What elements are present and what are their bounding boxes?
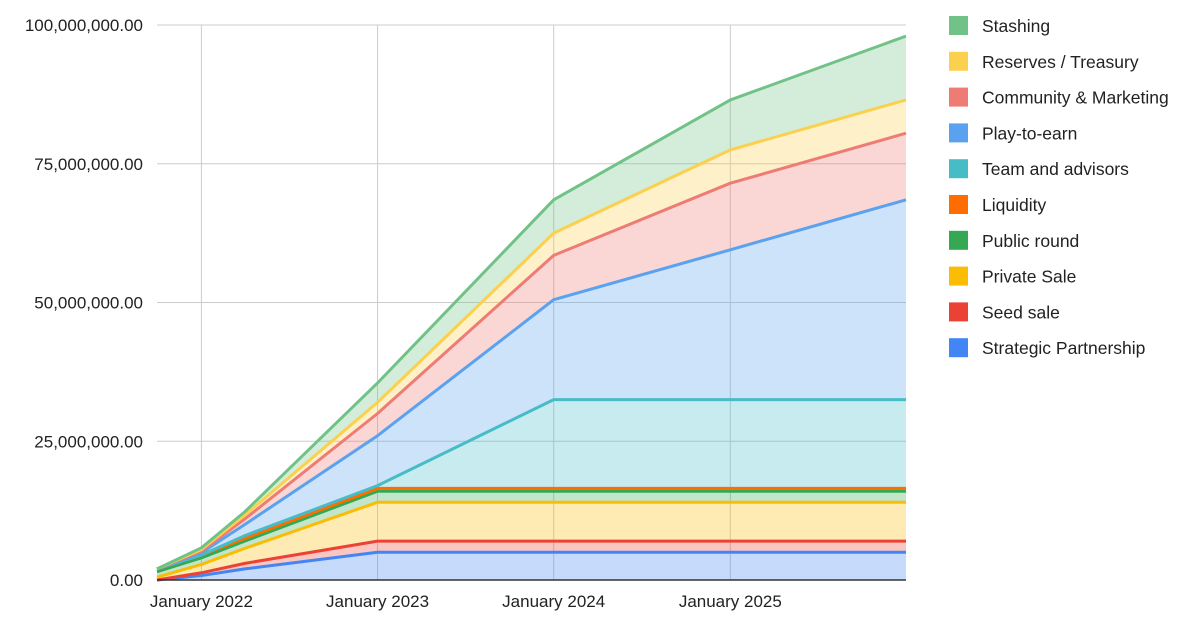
- legend-label: Play-to-earn: [982, 123, 1077, 143]
- legend-swatch: [949, 266, 968, 286]
- legend-swatch: [949, 51, 968, 71]
- legend-item: Community & Marketing: [949, 87, 1169, 108]
- legend-swatch: [949, 195, 968, 214]
- legend-label: Strategic Partnership: [982, 338, 1145, 358]
- y-tick-label: 50,000,000.00: [34, 294, 143, 313]
- legend-item: Seed sale: [949, 302, 1060, 322]
- area-strategic-partnership: [157, 552, 906, 580]
- line-community-marketing: [156, 131, 907, 571]
- line-play-to-earn: [156, 198, 907, 571]
- line-seed-sale: [156, 539, 906, 582]
- x-tick-label: January 2022: [150, 592, 253, 611]
- axes: 0.00 25,000,000.00 50,000,000.00 75,000,000…: [25, 16, 906, 611]
- line-strategic-partnership: [156, 550, 906, 582]
- legend-item: Public round: [949, 230, 1079, 251]
- legend-label: Stashing: [982, 16, 1050, 36]
- area-play-to-earn: [157, 199, 906, 569]
- area-reserves-treasury: [157, 99, 906, 569]
- legend-item: Liquidity: [949, 195, 1046, 215]
- legend-swatch: [949, 16, 968, 35]
- x-tick-label: January 2024: [502, 592, 605, 611]
- series-lines: [156, 34, 907, 582]
- x-tick-label: January 2025: [679, 592, 782, 611]
- y-tick-label: 75,000,000.00: [34, 155, 143, 174]
- area-team-and-advisors: [157, 399, 906, 569]
- legend-swatch: [949, 230, 968, 250]
- legend-label: Public round: [982, 231, 1079, 251]
- legend-label: Reserves / Treasury: [982, 52, 1139, 72]
- line-private-sale: [156, 500, 906, 579]
- legend-swatch: [949, 123, 968, 143]
- legend-label: Seed sale: [982, 302, 1060, 322]
- area-community-marketing: [157, 133, 906, 569]
- y-tick-label: 0.00: [110, 571, 143, 590]
- legend-swatch: [949, 87, 968, 107]
- area-stashing: [157, 36, 906, 569]
- line-reserves-treasury: [156, 98, 907, 571]
- x-tick-label: January 2023: [326, 592, 429, 611]
- y-tick-label: 25,000,000.00: [34, 432, 143, 451]
- line-team-and-advisors: [156, 398, 906, 571]
- legend-label: Team and advisors: [982, 159, 1129, 179]
- legend-label: Liquidity: [982, 195, 1046, 215]
- y-tick-label: 100,000,000.00: [25, 16, 143, 35]
- grid-lines: [157, 24, 906, 580]
- legend-swatch: [949, 338, 968, 358]
- legend-item: Private Sale: [949, 266, 1076, 287]
- legend-item: Play-to-earn: [949, 123, 1077, 143]
- legend-swatch: [949, 302, 968, 322]
- legend-item: Reserves / Treasury: [949, 51, 1139, 72]
- legend-label: Private Sale: [982, 267, 1076, 287]
- line-public-round: [156, 489, 906, 574]
- legend: Stashing Reserves / Treasury Community & M…: [949, 16, 1169, 358]
- legend-label: Community & Marketing: [982, 88, 1169, 108]
- legend-item: Team and advisors: [949, 159, 1129, 179]
- line-stashing: [156, 34, 907, 571]
- legend-item: Stashing: [949, 16, 1050, 36]
- legend-item: Strategic Partnership: [949, 338, 1145, 358]
- legend-swatch: [949, 159, 968, 179]
